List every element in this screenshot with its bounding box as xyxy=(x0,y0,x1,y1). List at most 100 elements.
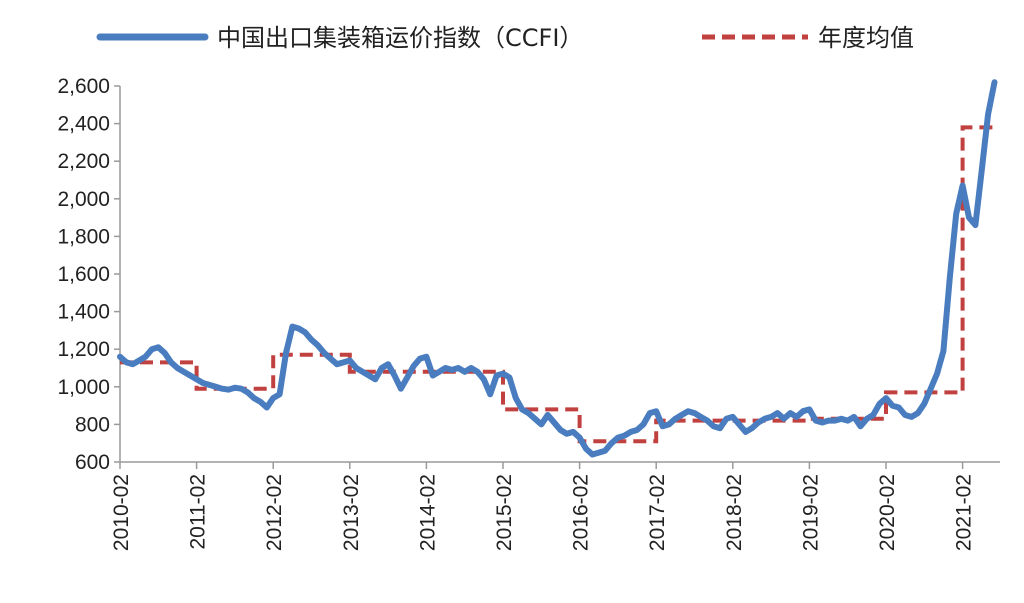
ccfi-data-point xyxy=(177,368,178,369)
x-tick-label: 2017-02 xyxy=(646,474,669,551)
ccfi-data-point xyxy=(554,422,555,423)
x-tick-label: 2012-02 xyxy=(263,474,286,551)
ccfi-data-point xyxy=(592,454,593,455)
ccfi-data-point xyxy=(356,368,357,369)
ccfi-data-point xyxy=(841,418,842,419)
ccfi-data-point xyxy=(509,377,510,378)
ccfi-data-point xyxy=(573,431,574,432)
ccfi-data-point xyxy=(834,420,835,421)
ccfi-data-point xyxy=(815,420,816,421)
ccfi-data-point xyxy=(777,413,778,414)
ccfi-data-point xyxy=(994,82,995,83)
ccfi-data-point xyxy=(720,428,721,429)
ccfi-data-point xyxy=(598,452,599,453)
ccfi-data-point xyxy=(445,368,446,369)
ccfi-data-point xyxy=(228,389,229,390)
ccfi-data-point xyxy=(126,362,127,363)
ccfi-data-point xyxy=(490,394,491,395)
ccfi-data-point xyxy=(222,388,223,389)
ccfi-data-point xyxy=(317,345,318,346)
ccfi-data-point xyxy=(190,375,191,376)
ccfi-data-point xyxy=(681,415,682,416)
ccfi-data-point xyxy=(643,424,644,425)
ccfi-data-point xyxy=(745,431,746,432)
y-tick-label: 2,400 xyxy=(57,113,110,136)
ccfi-data-point xyxy=(279,394,280,395)
ccfi-data-point xyxy=(937,373,938,374)
ccfi-data-point xyxy=(796,416,797,417)
ccfi-data-point xyxy=(803,411,804,412)
ccfi-data-point xyxy=(241,388,242,389)
ccfi-data-point xyxy=(362,371,363,372)
ccfi-data-point xyxy=(368,375,369,376)
ccfi-data-point xyxy=(254,398,255,399)
y-tick-label: 1,000 xyxy=(57,376,110,399)
ccfi-data-point xyxy=(605,450,606,451)
legend: 中国出口集装箱运价指数（CCFI） 年度均值 xyxy=(96,24,914,52)
ccfi-data-point xyxy=(496,375,497,376)
ccfi-data-point xyxy=(343,362,344,363)
ccfi-data-point xyxy=(924,403,925,404)
ccfi-data-point xyxy=(234,387,235,388)
y-axis: 600 800 1,000 1,200 1,400 1,600 1,800 2,000 2,20… xyxy=(57,75,121,474)
ccfi-data-point xyxy=(375,379,376,380)
legend-label-ccfi: 中国出口集装箱运价指数（CCFI） xyxy=(217,24,583,52)
ccfi-data-point xyxy=(311,339,312,340)
ccfi-data-point xyxy=(183,371,184,372)
ccfi-data-point xyxy=(171,362,172,363)
ccfi-data-point xyxy=(196,379,197,380)
ccfi-data-point xyxy=(981,170,982,171)
ccfi-data-point xyxy=(388,364,389,365)
ccfi-data-point xyxy=(688,411,689,412)
x-tick-label: 2010-02 xyxy=(110,474,133,551)
x-tick-label: 2016-02 xyxy=(570,474,593,551)
ccfi-data-point xyxy=(790,413,791,414)
ccfi-data-point xyxy=(132,364,133,365)
ccfi-data-point xyxy=(898,407,899,408)
ccfi-data-point xyxy=(713,426,714,427)
ccfi-data-point xyxy=(669,424,670,425)
ccfi-data-point xyxy=(905,415,906,416)
ccfi-data-point xyxy=(624,435,625,436)
y-tick-label: 600 xyxy=(75,451,110,474)
ccfi-data-point xyxy=(522,409,523,410)
ccfi-data-point xyxy=(145,356,146,357)
ccfi-data-point xyxy=(534,418,535,419)
ccfi-data-point xyxy=(675,418,676,419)
ccfi-data-point xyxy=(758,422,759,423)
ccfi-data-point xyxy=(764,418,765,419)
ccfi-data-point xyxy=(337,364,338,365)
ccfi-data-point xyxy=(515,398,516,399)
ccfi-data-point xyxy=(120,356,121,357)
ccfi-data-point xyxy=(260,401,261,402)
y-tick-label: 1,200 xyxy=(57,338,110,361)
ccfi-data-point xyxy=(739,424,740,425)
ccfi-data-point xyxy=(771,416,772,417)
ccfi-data-point xyxy=(586,448,587,449)
x-tick-label: 2013-02 xyxy=(340,474,363,551)
y-tick-label: 1,800 xyxy=(57,225,110,248)
ccfi-data-point xyxy=(247,392,248,393)
ccfi-data-point xyxy=(879,403,880,404)
ccfi-data-point xyxy=(458,368,459,369)
x-axis: 2010-02 2011-02 2012-02 2013-02 2014-02 2015-… xyxy=(110,461,1000,551)
ccfi-data-point xyxy=(413,366,414,367)
x-tick-label: 2014-02 xyxy=(416,474,439,551)
ccfi-data-point xyxy=(432,375,433,376)
ccfi-data-point xyxy=(560,430,561,431)
ccfi-data-point xyxy=(656,411,657,412)
y-tick-label: 2,000 xyxy=(57,188,110,211)
ccfi-data-point xyxy=(911,416,912,417)
plot-area xyxy=(117,79,998,458)
ccfi-data-point xyxy=(547,415,548,416)
ccfi-data-point xyxy=(783,418,784,419)
ccfi-data-point xyxy=(617,437,618,438)
ccfi-data-point xyxy=(305,332,306,333)
ccfi-data-point xyxy=(579,437,580,438)
ccfi-data-point xyxy=(158,347,159,348)
ccfi-data-point xyxy=(873,415,874,416)
ccfi-data-point xyxy=(164,353,165,354)
x-tick-label: 2011-02 xyxy=(187,474,210,550)
x-tick-label: 2020-02 xyxy=(876,474,899,551)
